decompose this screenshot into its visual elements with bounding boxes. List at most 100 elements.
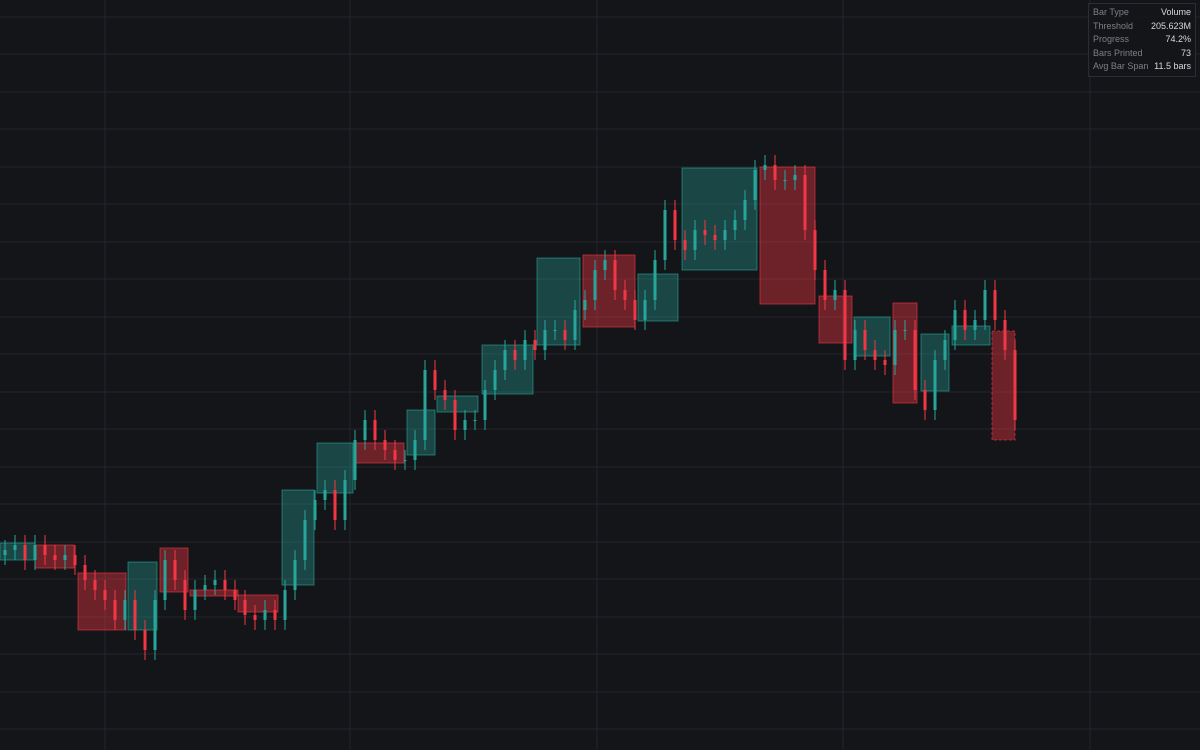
candle-body xyxy=(683,240,687,250)
candle-body xyxy=(153,600,157,650)
candle-body xyxy=(783,180,787,181)
candle-body xyxy=(633,300,637,320)
info-label: Avg Bar Span xyxy=(1093,61,1149,71)
candle-body xyxy=(753,170,757,200)
info-value: 73 xyxy=(1180,47,1191,58)
candle-body xyxy=(333,490,337,520)
candle-body xyxy=(363,420,367,440)
candle-body xyxy=(913,330,917,390)
volume-bar xyxy=(892,302,918,404)
candle-body xyxy=(443,390,447,400)
candle-body xyxy=(323,490,327,500)
candle-body xyxy=(53,555,57,560)
candle-body xyxy=(903,330,907,331)
info-row: Threshold 205.623M xyxy=(1089,20,1195,34)
candle-body xyxy=(933,360,937,410)
candle-body xyxy=(763,165,767,170)
candle-body xyxy=(143,630,147,650)
candle-body xyxy=(343,480,347,520)
candle-body xyxy=(563,330,567,340)
candle-body xyxy=(183,580,187,610)
candle-body xyxy=(403,460,407,461)
candle-body xyxy=(303,520,307,560)
candle-body xyxy=(1013,350,1017,420)
candle-body xyxy=(733,220,737,230)
candle-body xyxy=(243,600,247,615)
candle-body xyxy=(33,545,37,560)
volume-bar xyxy=(77,572,127,631)
candle-body xyxy=(953,310,957,340)
candle-body xyxy=(823,270,827,300)
candle-body xyxy=(253,615,257,620)
candle-body xyxy=(273,610,277,620)
candle-body xyxy=(83,565,87,580)
candle-body xyxy=(133,600,137,630)
candle-body xyxy=(193,590,197,610)
candle-body xyxy=(863,330,867,350)
candle-body xyxy=(673,210,677,240)
candle-body xyxy=(263,610,267,620)
volume-bar xyxy=(853,316,891,357)
info-label: Bar Type xyxy=(1093,7,1129,17)
candle-body xyxy=(533,340,537,350)
info-label: Threshold xyxy=(1093,20,1134,31)
candle-body xyxy=(873,350,877,360)
candle-body xyxy=(643,300,647,320)
candle-body xyxy=(943,340,947,360)
candle-body xyxy=(593,270,597,300)
candle-body xyxy=(483,390,487,420)
candle-body xyxy=(373,420,377,440)
candle-body xyxy=(223,580,227,590)
volume-bar xyxy=(582,254,636,328)
candle-body xyxy=(773,165,777,180)
info-value: 11.5 bars xyxy=(1154,61,1191,71)
candle-body xyxy=(513,350,517,360)
volume-bar xyxy=(281,489,315,586)
candle-body xyxy=(613,260,617,290)
candle-body xyxy=(573,310,577,340)
candle-body xyxy=(313,500,317,520)
candle-body xyxy=(493,370,497,390)
candle-body xyxy=(853,330,857,360)
candle-body xyxy=(703,230,707,235)
candle-body xyxy=(653,260,657,300)
candle-body xyxy=(503,350,507,370)
info-label: Bars Printed xyxy=(1093,47,1143,58)
volume-bar xyxy=(355,442,405,464)
candle-body xyxy=(1003,320,1007,350)
candle-body xyxy=(383,440,387,450)
candle-body xyxy=(103,590,107,600)
candle-body xyxy=(813,230,817,270)
info-panel: Bar Type Volume Threshold 205.623M Progress 7… xyxy=(1088,3,1196,77)
candle-body xyxy=(113,600,117,620)
candle-body xyxy=(13,545,17,550)
volume-bar xyxy=(759,166,816,305)
info-value: 74.2% xyxy=(1165,34,1191,44)
candle-body xyxy=(553,330,557,331)
candle-body xyxy=(423,370,427,440)
volume-bar xyxy=(406,409,436,456)
candle-body xyxy=(453,400,457,430)
candle-body xyxy=(393,450,397,460)
volume-bar xyxy=(436,395,479,413)
candle-body xyxy=(803,175,807,230)
candle-body xyxy=(723,230,727,240)
candle-body xyxy=(463,420,467,430)
candle-body xyxy=(623,290,627,300)
candle-body xyxy=(293,560,297,590)
info-row: Bars Printed 73 xyxy=(1089,47,1195,61)
candle-body xyxy=(543,330,547,350)
candle-body xyxy=(843,290,847,360)
candle-body xyxy=(23,545,27,560)
volume-bar xyxy=(127,561,158,631)
info-value: Volume xyxy=(1160,7,1191,17)
candle-body xyxy=(173,560,177,580)
candle-body xyxy=(603,260,607,270)
candle-body xyxy=(413,440,417,460)
candle-body xyxy=(893,330,897,365)
candle-body xyxy=(473,420,477,421)
candle-body xyxy=(743,200,747,220)
candle-body xyxy=(583,300,587,310)
